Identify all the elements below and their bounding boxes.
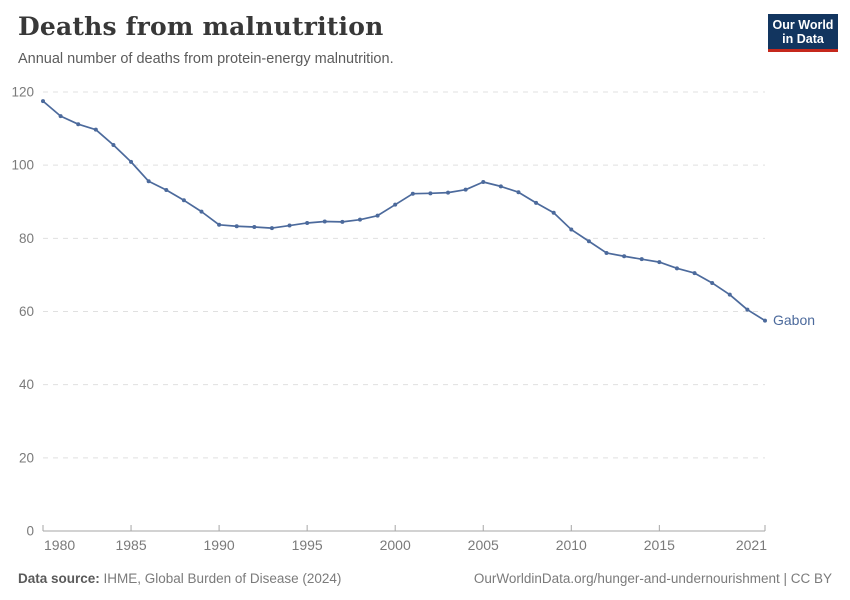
y-tick-label: 0 [26,524,34,539]
data-point[interactable] [76,122,81,127]
data-point[interactable] [446,190,451,195]
data-point[interactable] [287,223,292,228]
x-tick-label: 2010 [556,537,587,553]
data-point[interactable] [269,226,274,231]
data-point[interactable] [410,191,415,196]
x-axis: 1980 1985 1990 1995 2000 2005 2010 2015 2021 [42,525,767,553]
page-subtitle: Annual number of deaths from protein-ene… [18,51,394,67]
data-point[interactable] [375,213,380,218]
data-point[interactable] [58,114,63,119]
x-tick-label: 1990 [204,537,235,553]
data-point[interactable] [357,217,362,222]
data-point[interactable] [481,179,486,184]
data-point[interactable] [657,260,662,265]
data-point[interactable] [586,239,591,244]
y-gridlines [43,91,765,459]
data-point[interactable] [692,271,697,276]
data-point[interactable] [604,250,609,255]
data-point[interactable] [498,184,503,189]
data-source-text: IHME, Global Burden of Disease (2024) [99,570,342,586]
data-point[interactable] [569,227,574,232]
data-point[interactable] [111,143,116,148]
data-point[interactable] [146,179,151,184]
y-tick-label: 120 [11,85,34,100]
data-point[interactable] [516,190,521,195]
owid-logo-line1: Our World [772,17,834,32]
data-point[interactable] [534,200,539,205]
y-tick-label: 40 [19,377,34,392]
series-end-label[interactable]: Gabon [773,312,815,328]
data-point[interactable] [428,191,433,196]
data-point[interactable] [340,219,345,224]
chart-footer: Data source: IHME, Global Burden of Dise… [0,568,850,588]
data-point[interactable] [393,202,398,207]
data-point[interactable] [129,159,134,164]
data-point[interactable] [745,307,750,312]
page-title: Deaths from malnutrition [18,12,384,41]
data-point[interactable] [93,127,98,132]
owid-logo[interactable]: Our World in Data [768,14,838,52]
y-axis-tick-labels: 0 20 40 60 80 100 120 [11,85,34,539]
y-tick-label: 20 [19,450,34,465]
x-tick-label: 2015 [644,537,675,553]
y-tick-label: 100 [11,158,34,173]
x-tick-label: 1995 [292,537,323,553]
data-point[interactable] [199,209,204,214]
data-point[interactable] [639,257,644,262]
data-point[interactable] [41,99,45,104]
x-tick-label: 2021 [736,537,767,553]
x-tick-label: 2000 [380,537,411,553]
data-point[interactable] [217,222,222,227]
x-tick-label: 1980 [44,537,75,553]
y-tick-label: 60 [19,304,34,319]
data-point[interactable] [234,224,239,229]
x-tick-label: 2005 [468,537,499,553]
data-point[interactable] [181,198,186,203]
data-point[interactable] [551,210,556,215]
data-point[interactable] [674,266,679,271]
data-point[interactable] [164,188,169,193]
owid-logo-line2: in Data [782,31,824,46]
data-point[interactable] [463,187,468,192]
data-point[interactable] [622,254,627,259]
data-point[interactable] [322,219,327,224]
data-point[interactable] [763,318,767,323]
data-source-label: Data source: [18,570,100,586]
y-tick-label: 80 [19,231,34,246]
x-tick-label: 1985 [115,537,146,553]
owid-url-link[interactable]: OurWorldinData.org/hunger-and-undernouri… [473,570,832,586]
data-point[interactable] [252,224,257,229]
series-point-markers[interactable] [41,99,767,323]
series-line[interactable] [42,100,766,322]
data-point[interactable] [710,280,715,285]
data-source-note: Data source: IHME, Global Burden of Dise… [18,571,341,586]
data-point[interactable] [305,220,310,225]
data-point[interactable] [727,292,732,297]
